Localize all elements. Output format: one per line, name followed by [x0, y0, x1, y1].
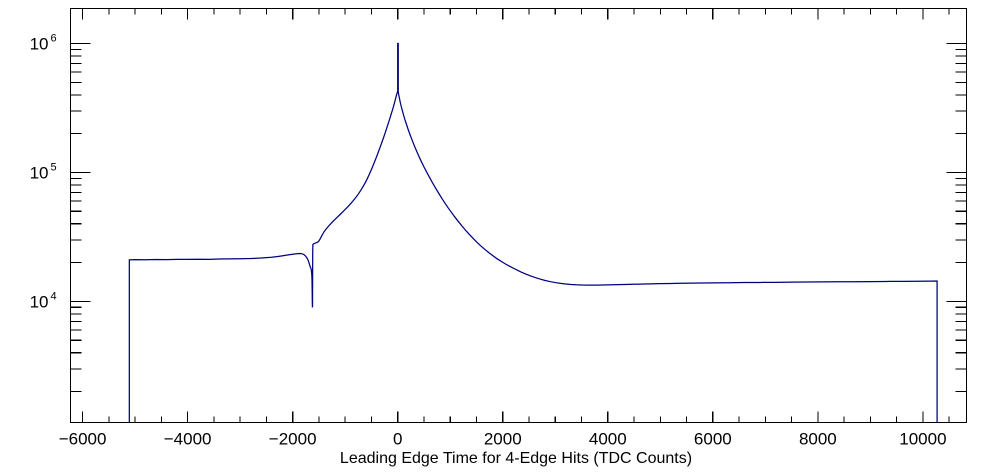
x-tick-label: 8000 — [799, 430, 837, 449]
x-axis-title: Leading Edge Time for 4-Edge Hits (TDC C… — [340, 450, 692, 467]
x-axis-tick-labels: −6000 −4000 −2000 0 2000 4000 6000 8000 10000 — [59, 430, 947, 449]
x-tick-label: −2000 — [269, 430, 317, 449]
x-tick-label: −4000 — [164, 430, 212, 449]
x-tick-label: 2000 — [484, 430, 522, 449]
x-tick-label: 6000 — [694, 430, 732, 449]
y-tick-label: 10 4 — [30, 290, 57, 311]
data-series-line — [128, 42, 938, 423]
y-axis-ticks — [70, 42, 967, 393]
y-tick-label-mantissa: 10 — [30, 163, 49, 182]
plot-frame — [69, 7, 968, 424]
x-axis-ticks — [81, 8, 950, 423]
x-tick-label: 0 — [393, 430, 402, 449]
y-tick-label-exponent: 4 — [51, 290, 57, 302]
y-tick-label-mantissa: 10 — [30, 292, 49, 311]
y-tick-label-exponent: 6 — [51, 33, 57, 45]
frame-rect — [69, 7, 968, 424]
y-tick-label-exponent: 5 — [51, 161, 57, 173]
y-tick-label: 10 6 — [30, 33, 57, 54]
y-tick-label: 10 5 — [30, 161, 57, 182]
x-tick-label: 4000 — [589, 430, 627, 449]
data-series-group — [128, 42, 938, 423]
x-tick-label: −6000 — [59, 430, 107, 449]
x-tick-label: 10000 — [899, 430, 946, 449]
y-tick-label-mantissa: 10 — [30, 35, 49, 54]
